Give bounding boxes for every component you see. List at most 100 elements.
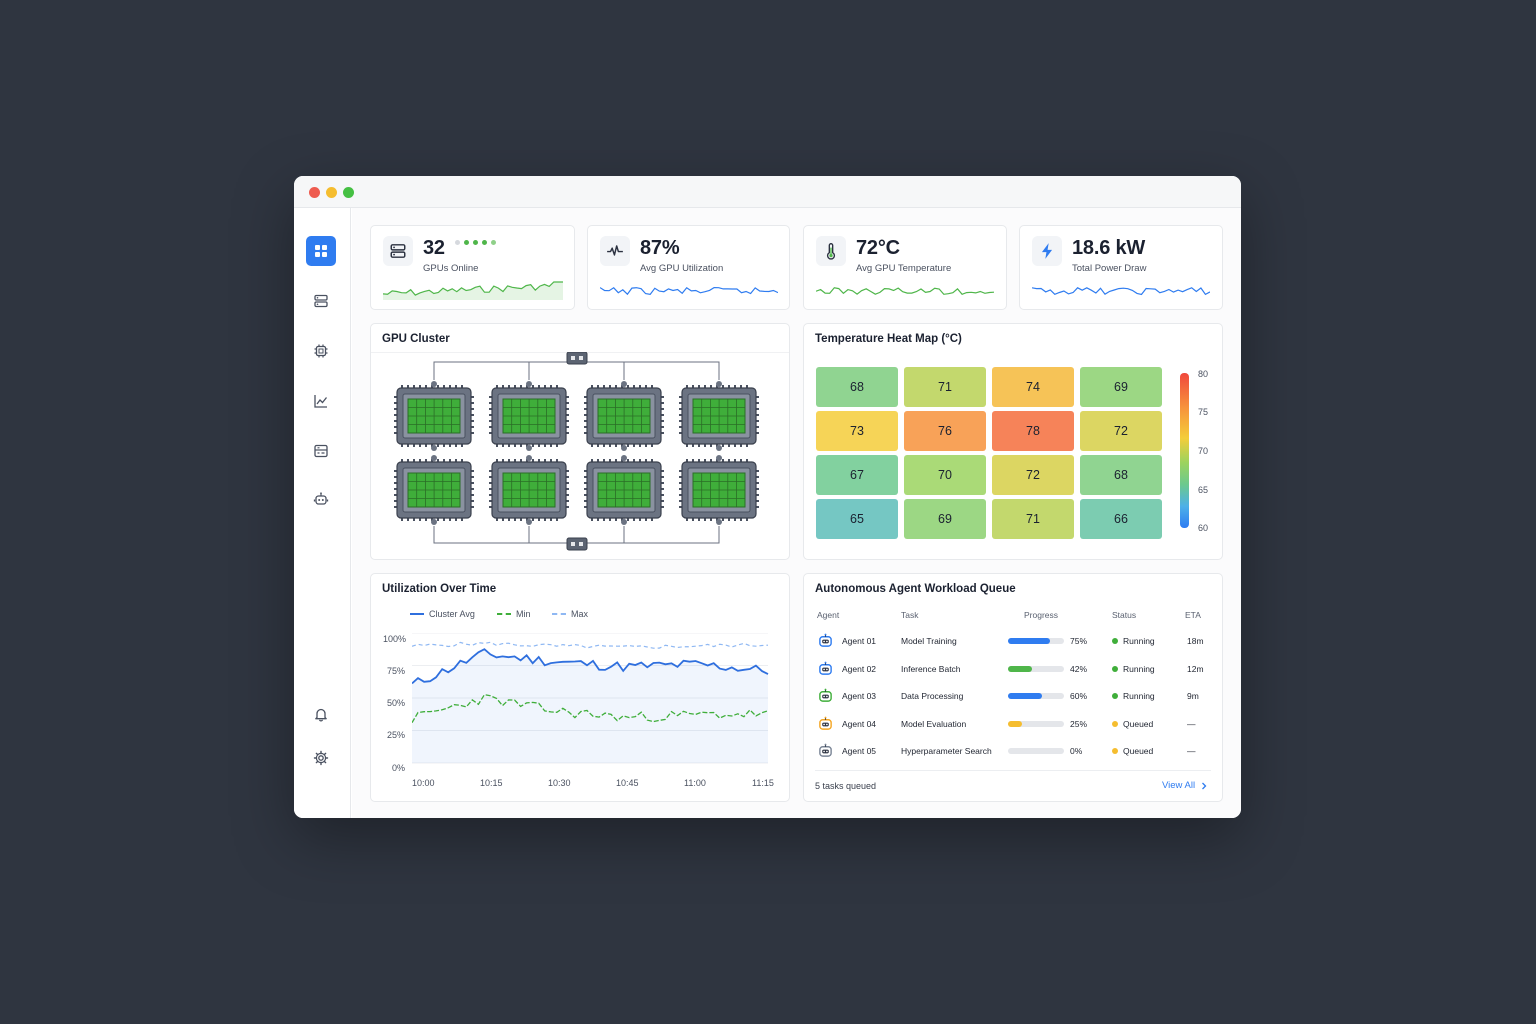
gpu-node [584, 455, 664, 525]
heatmap-cell[interactable]: 78 [992, 411, 1074, 451]
heatmap-cell[interactable]: 65 [816, 499, 898, 539]
task-name: Data Processing [901, 691, 964, 701]
queue-row[interactable]: Agent 04 Model Evaluation 25% Queued — [804, 716, 1222, 745]
y-tick-label: 75% [387, 666, 406, 676]
stat-label: Total Power Draw [1072, 263, 1147, 274]
gear-icon [313, 750, 329, 766]
sparkline [383, 281, 563, 300]
stat-card-gpu-utilization[interactable]: 87% Avg GPU Utilization [587, 225, 790, 310]
legend-swatch [497, 613, 511, 615]
status-label: Running [1123, 663, 1155, 674]
sidebar-item-reports[interactable] [306, 436, 336, 466]
server-icon [390, 244, 406, 258]
heatmap-cell[interactable]: 66 [1080, 499, 1162, 539]
heatmap-cell[interactable]: 74 [992, 367, 1074, 407]
legend-max: Max [552, 609, 588, 619]
stat-value: 87% [640, 237, 680, 259]
stat-value: 18.6 kW [1072, 237, 1146, 259]
queue-row[interactable]: Agent 05 Hyperparameter Search 0% Queued — [804, 743, 1222, 772]
status-dot [1112, 638, 1118, 644]
scale-label: 65 [1198, 485, 1209, 495]
stat-label: GPUs Online [423, 263, 479, 274]
sidebar-item-notifications[interactable] [306, 699, 336, 729]
status-dot [455, 240, 460, 245]
app-window: 32 GPUs Online 87% Avg GPU Utilization [294, 176, 1241, 818]
heatmap-cell[interactable]: 70 [904, 455, 986, 495]
network-switch-top [566, 352, 588, 365]
status-label: Queued [1123, 718, 1154, 729]
robot-icon [313, 492, 329, 505]
heatmap-cell[interactable]: 68 [1080, 455, 1162, 495]
scale-label: 70 [1198, 446, 1209, 456]
heatmap-cell[interactable]: 72 [1080, 411, 1162, 451]
stat-icon-box [600, 236, 630, 266]
sidebar [294, 208, 351, 818]
agent-workload-queue-panel: Autonomous Agent Workload Queue Agent Ta… [803, 573, 1223, 802]
robot-avatar-icon [819, 716, 832, 730]
grid-icon [315, 245, 327, 257]
sidebar-item-gpus[interactable] [306, 336, 336, 366]
y-tick-label: 25% [387, 730, 406, 740]
progress-bar [1008, 720, 1064, 727]
sparkline-line [816, 287, 994, 296]
stat-label: Avg GPU Utilization [640, 263, 724, 274]
stat-card-gpus-online[interactable]: 32 GPUs Online [370, 225, 575, 310]
heatmap-cell[interactable]: 71 [904, 367, 986, 407]
view-all-label: View All [1162, 780, 1196, 791]
panel-title: Utilization Over Time [382, 583, 497, 595]
stat-icon-box [816, 236, 846, 266]
heatmap-cell[interactable]: 69 [1080, 367, 1162, 407]
gpu-node [394, 455, 474, 525]
robot-avatar-icon [819, 633, 832, 647]
heatmap-cell[interactable]: 67 [816, 455, 898, 495]
eta-value: 12m [1187, 663, 1204, 674]
queue-row[interactable]: Agent 01 Model Training 75% Running 18m [804, 633, 1222, 662]
legend-swatch [552, 613, 566, 615]
heatmap-cell[interactable]: 69 [904, 499, 986, 539]
minimize-window-button[interactable] [326, 187, 337, 198]
robot-avatar-icon [819, 661, 832, 675]
divider [815, 770, 1211, 771]
close-window-button[interactable] [309, 187, 320, 198]
queue-row[interactable]: Agent 02 Inference Batch 42% Running 12m [804, 661, 1222, 690]
heatmap-cell[interactable]: 73 [816, 411, 898, 451]
stat-card-power-draw[interactable]: 18.6 kW Total Power Draw [1019, 225, 1223, 310]
heatmap-cell[interactable]: 76 [904, 411, 986, 451]
sidebar-item-agents[interactable] [306, 484, 336, 514]
stat-icon-box [1032, 236, 1062, 266]
view-all-link[interactable]: View All [1162, 780, 1209, 791]
x-tick-label: 10:00 [412, 778, 435, 788]
heatmap-cell[interactable]: 68 [816, 367, 898, 407]
status-dot [482, 240, 487, 245]
queue-row[interactable]: Agent 03 Data Processing 60% Running 9m [804, 688, 1222, 717]
sidebar-item-analytics[interactable] [306, 386, 336, 416]
series-area-cluster-avg [412, 649, 768, 763]
status-dot [464, 240, 469, 245]
heatmap-cell[interactable]: 71 [992, 499, 1074, 539]
sparkline-line [1032, 287, 1210, 296]
y-tick-label: 100% [383, 634, 407, 644]
title-bar [294, 176, 1241, 208]
maximize-window-button[interactable] [343, 187, 354, 198]
y-tick-label: 0% [392, 763, 406, 773]
sidebar-item-settings[interactable] [306, 743, 336, 773]
sidebar-item-servers[interactable] [306, 286, 336, 316]
stat-card-gpu-temperature[interactable]: 72°C Avg GPU Temperature [803, 225, 1007, 310]
legend-swatch [410, 613, 424, 615]
heatmap-cell[interactable]: 72 [992, 455, 1074, 495]
status-dot [1112, 693, 1118, 699]
sidebar-item-dashboard[interactable] [306, 236, 336, 266]
main-content: 32 GPUs Online 87% Avg GPU Utilization [352, 208, 1241, 818]
gpu-node [489, 455, 569, 525]
scale-label: 75 [1198, 407, 1209, 417]
column-header-eta: ETA [1185, 610, 1201, 620]
progress-bar [1008, 748, 1064, 754]
y-tick-label: 50% [387, 698, 406, 708]
status-label: Running [1123, 636, 1155, 646]
status-dot [1112, 748, 1118, 754]
stat-label: Avg GPU Temperature [856, 263, 952, 274]
eta-value: — [1187, 718, 1196, 729]
robot-avatar-icon [819, 688, 832, 702]
pulse-icon [607, 245, 623, 256]
utilization-line-chart [412, 633, 769, 764]
